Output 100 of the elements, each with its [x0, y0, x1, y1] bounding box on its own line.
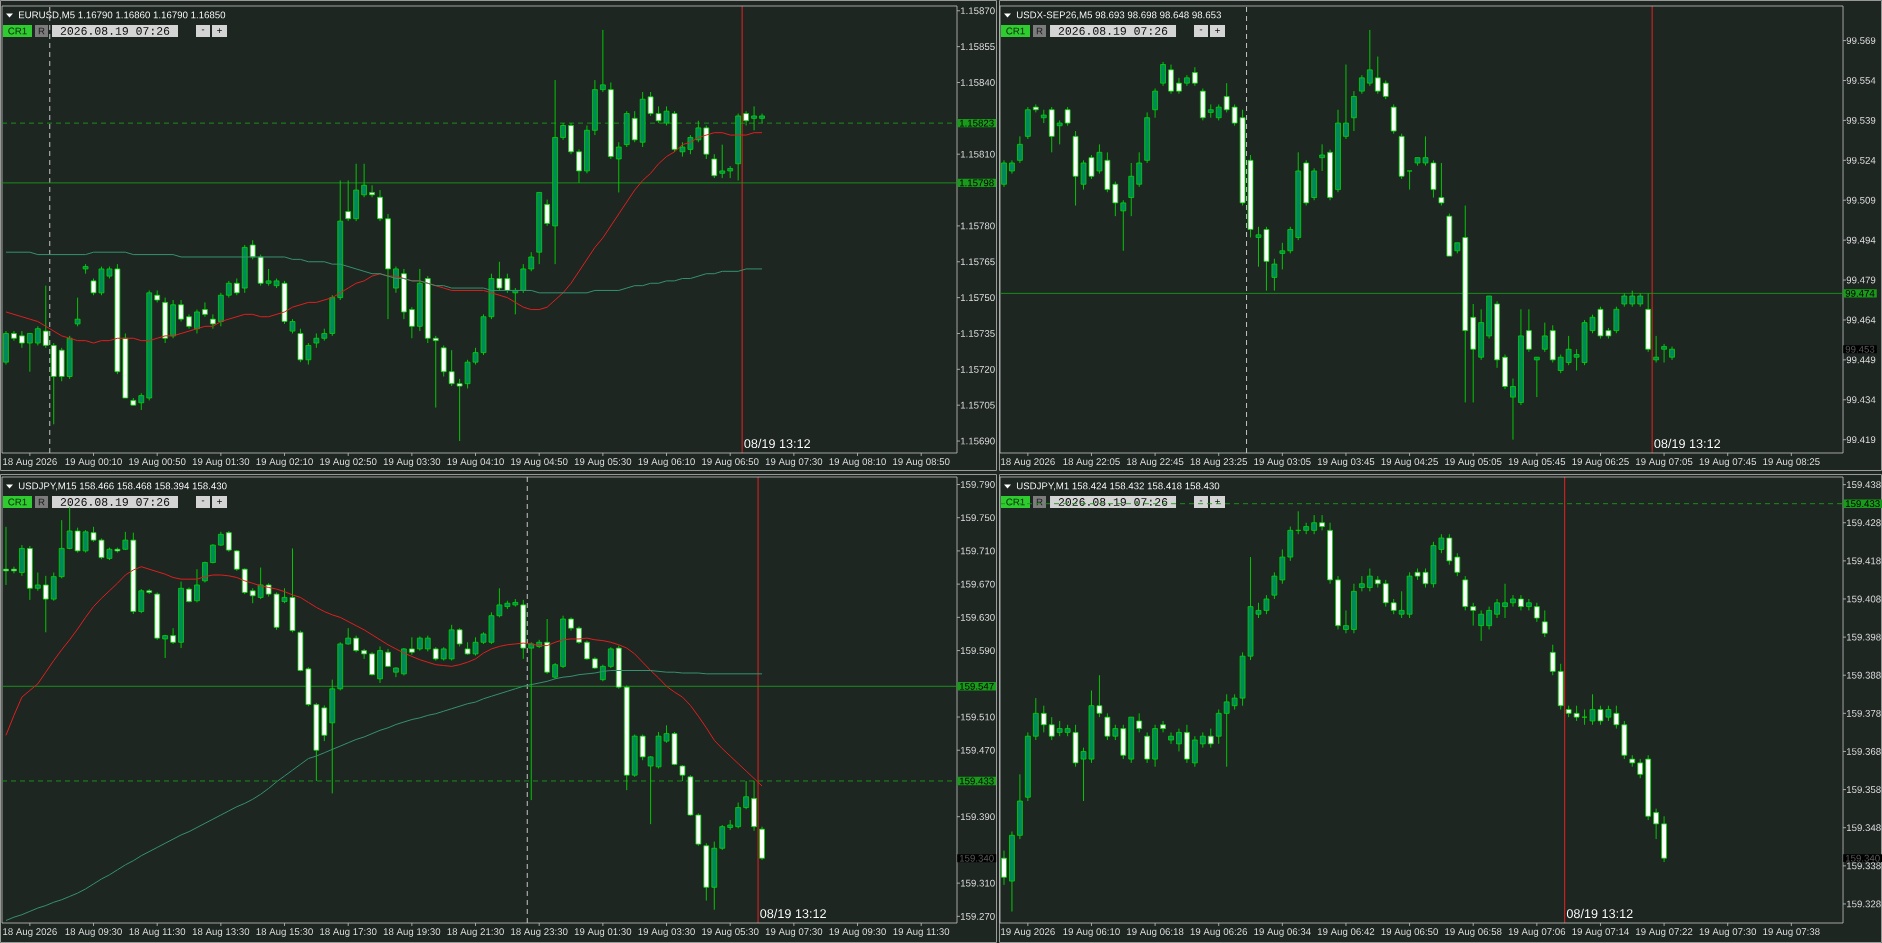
candlestick — [1040, 705, 1047, 733]
candlestick — [1382, 80, 1389, 100]
x-tick-label: 19 Aug 04:50 — [511, 458, 568, 467]
candlestick — [1343, 609, 1349, 634]
x-tick-label: 19 Aug 06:50 — [1381, 928, 1438, 937]
candlestick — [42, 285, 49, 349]
candlestick — [1533, 602, 1540, 623]
annotation: 08/19 13:12 — [760, 908, 826, 919]
x-tick-label: 18 Aug 21:30 — [447, 928, 504, 937]
candlestick — [1637, 758, 1644, 779]
annotation: 08/19 13:12 — [744, 438, 811, 449]
y-tick-label: 1.15720 — [960, 365, 995, 373]
candlestick — [1366, 29, 1373, 87]
ref-line-label: 159.433 — [1845, 500, 1880, 508]
candlestick — [249, 239, 256, 260]
candlestick — [1359, 74, 1365, 95]
candlestick — [599, 29, 606, 93]
candlestick — [74, 297, 81, 327]
y-tick-label: 1.15855 — [960, 43, 995, 51]
x-tick-label: 19 Aug 06:42 — [1317, 928, 1375, 937]
annotation: 2026.08.19 07:26 — [60, 27, 170, 35]
text: 99.453 — [1845, 345, 1875, 353]
candlestick — [1160, 61, 1166, 87]
x-tick-label: 19 Aug 06:34 — [1254, 928, 1311, 937]
candlestick — [1478, 609, 1485, 642]
x-tick-label: 19 Aug 02:10 — [256, 458, 313, 467]
candlestick — [19, 330, 25, 349]
annotation: + — [1215, 499, 1220, 504]
candlestick — [1510, 378, 1516, 441]
candlestick — [520, 263, 527, 294]
candlestick — [1191, 66, 1198, 87]
candlestick — [576, 148, 582, 184]
x-tick-label: 19 Aug 05:05 — [1445, 458, 1502, 467]
annotation: 2026.08.19 07:26 — [60, 498, 170, 506]
y-tick-label: 99.419 — [1846, 436, 1876, 444]
ref-line-label: 99.474 — [1845, 289, 1875, 297]
candlestick — [1160, 720, 1166, 733]
candlestick — [528, 641, 535, 801]
y-tick-label: 159.418 — [1846, 557, 1881, 565]
candlestick — [1104, 712, 1111, 741]
candlestick — [233, 549, 240, 572]
candlestick — [1541, 609, 1548, 638]
candlestick — [1526, 308, 1532, 353]
x-tick-label: 19 Aug 01:30 — [574, 928, 632, 937]
candlestick — [50, 572, 57, 602]
x-tick-label: 19 Aug 00:10 — [65, 458, 122, 467]
candlestick — [1176, 77, 1182, 95]
x-tick-label: 19 Aug 07:22 — [1636, 928, 1693, 937]
candlestick — [1533, 356, 1540, 398]
candlestick — [1191, 735, 1198, 768]
candlestick — [1470, 602, 1477, 627]
candlestick — [225, 530, 232, 553]
y-tick-label: 159.310 — [960, 879, 995, 887]
candlestick — [1136, 712, 1143, 733]
x-tick-label: 18 Aug 23:25 — [1190, 458, 1248, 467]
y-tick-label: 99.539 — [1846, 116, 1876, 124]
candlestick — [1001, 159, 1007, 188]
candlestick — [1390, 103, 1397, 135]
y-tick-label: 99.554 — [1846, 77, 1876, 84]
candlestick — [1120, 199, 1127, 252]
x-tick-label: 19 Aug 07:14 — [1572, 928, 1629, 937]
candlestick — [1541, 322, 1548, 353]
candlestick — [1526, 598, 1532, 611]
ref-line-label: 159.433 — [959, 777, 994, 785]
candlestick — [361, 163, 367, 198]
candlestick — [202, 301, 208, 318]
candlestick — [345, 180, 352, 222]
x-tick-label: 19 Aug 07:05 — [1636, 458, 1693, 467]
annotation: CR1 — [1006, 498, 1025, 506]
annotation: - — [1199, 500, 1203, 502]
candlestick — [631, 110, 638, 143]
annotation: + — [217, 28, 222, 33]
y-tick-label: 159.388 — [1846, 671, 1881, 679]
candlestick — [584, 640, 590, 661]
candlestick — [361, 648, 367, 660]
candlestick — [1494, 598, 1500, 619]
candlestick — [34, 572, 41, 592]
x-tick-label: 18 Aug 09:30 — [65, 928, 122, 937]
candlestick — [1319, 143, 1325, 172]
y-tick-label: 159.470 — [960, 746, 995, 754]
candlestick — [1557, 354, 1564, 374]
x-tick-label: 18 Aug 23:30 — [511, 928, 568, 937]
candlestick — [528, 251, 535, 272]
candlestick — [408, 636, 415, 656]
candlestick — [1271, 258, 1278, 292]
y-tick-label: 159.438 — [1846, 481, 1881, 489]
candlestick — [1144, 731, 1151, 764]
x-tick-label: 19 Aug 03:05 — [1254, 458, 1311, 467]
annotation: 08/19 13:12 — [1566, 908, 1633, 919]
x-tick-label: 19 Aug 07:30 — [765, 928, 823, 937]
x-tick-label: 19 Aug 06:10 — [638, 458, 695, 467]
candlestick — [719, 144, 726, 179]
candlestick — [42, 575, 49, 633]
y-tick-label: 159.378 — [1846, 709, 1881, 717]
x-tick-label: 19 Aug 04:10 — [447, 458, 504, 467]
candlestick — [1112, 181, 1119, 217]
candlestick — [432, 335, 439, 409]
y-tick-label: 159.790 — [960, 481, 995, 488]
candlestick — [1136, 151, 1143, 188]
y-tick-label: 159.398 — [1846, 633, 1881, 641]
